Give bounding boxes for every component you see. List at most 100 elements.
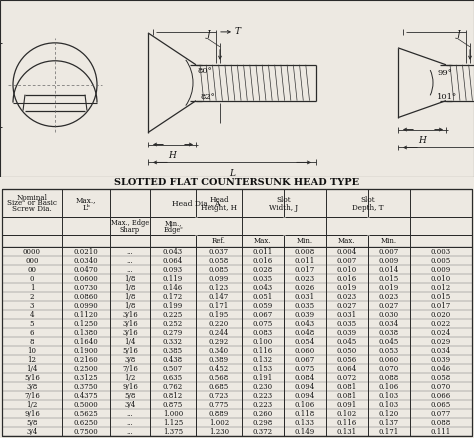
Text: 0.023: 0.023 xyxy=(379,293,399,300)
Text: 0.027: 0.027 xyxy=(337,301,357,310)
Text: 0.043: 0.043 xyxy=(163,247,183,255)
Text: 0.230: 0.230 xyxy=(253,382,273,391)
Text: Depth, T: Depth, T xyxy=(352,204,384,212)
Text: 0.035: 0.035 xyxy=(253,275,273,283)
Text: 82°: 82° xyxy=(201,93,215,101)
Text: 0.058: 0.058 xyxy=(431,374,451,381)
Text: 1.000: 1.000 xyxy=(163,410,183,417)
Text: 0.372: 0.372 xyxy=(253,427,273,435)
Text: ...: ... xyxy=(127,427,133,435)
Text: 0.070: 0.070 xyxy=(379,364,399,372)
Text: 0.244: 0.244 xyxy=(209,328,229,336)
Text: H: H xyxy=(418,136,426,145)
Text: 0.010: 0.010 xyxy=(337,265,357,273)
Text: 0.685: 0.685 xyxy=(209,382,229,391)
Text: 0.022: 0.022 xyxy=(431,319,451,328)
Text: 10: 10 xyxy=(27,346,36,354)
Text: 0.094: 0.094 xyxy=(295,382,315,391)
Text: 0.0600: 0.0600 xyxy=(73,275,99,283)
Text: 0.045: 0.045 xyxy=(379,338,399,346)
Text: ...: ... xyxy=(127,410,133,417)
Text: 0.106: 0.106 xyxy=(379,382,399,391)
Text: 0.118: 0.118 xyxy=(295,410,315,417)
Text: SLOTTED FLAT COUNTERSUNK HEAD TYPE: SLOTTED FLAT COUNTERSUNK HEAD TYPE xyxy=(114,177,360,187)
Text: 5/8: 5/8 xyxy=(27,418,38,427)
Text: 0.4375: 0.4375 xyxy=(73,392,98,399)
Text: 0.085: 0.085 xyxy=(209,265,229,273)
Text: Nominal: Nominal xyxy=(17,194,47,202)
Text: 0.100: 0.100 xyxy=(253,338,273,346)
Text: 0.507: 0.507 xyxy=(163,364,183,372)
Text: 0.007: 0.007 xyxy=(379,247,399,255)
Text: 0.051: 0.051 xyxy=(253,293,273,300)
Text: 0.889: 0.889 xyxy=(209,410,229,417)
Text: 0.149: 0.149 xyxy=(295,427,315,435)
Text: 1.002: 1.002 xyxy=(209,418,229,427)
Text: 9/16: 9/16 xyxy=(24,410,40,417)
Text: 0.123: 0.123 xyxy=(209,283,229,292)
Text: 0.103: 0.103 xyxy=(379,392,399,399)
Text: 0.568: 0.568 xyxy=(209,374,229,381)
Text: 0.048: 0.048 xyxy=(295,328,315,336)
Text: 0.019: 0.019 xyxy=(337,283,357,292)
Text: Min.: Min. xyxy=(381,237,397,245)
Text: 0.119: 0.119 xyxy=(163,275,183,283)
Text: 0.723: 0.723 xyxy=(209,392,229,399)
Text: 0.091: 0.091 xyxy=(337,400,357,409)
Text: 0.035: 0.035 xyxy=(337,319,357,328)
Text: 1.125: 1.125 xyxy=(163,418,183,427)
Text: Edgeᶜ: Edgeᶜ xyxy=(163,226,183,234)
Text: 0.024: 0.024 xyxy=(431,328,451,336)
Text: 0.027: 0.027 xyxy=(379,301,399,310)
Text: 0.147: 0.147 xyxy=(209,293,229,300)
Text: 0.011: 0.011 xyxy=(295,257,315,265)
Text: 0.1640: 0.1640 xyxy=(73,338,99,346)
Text: 0.067: 0.067 xyxy=(295,356,315,364)
Text: 0.053: 0.053 xyxy=(379,346,399,354)
Text: 0.171: 0.171 xyxy=(209,301,229,310)
Text: 0.083: 0.083 xyxy=(253,328,273,336)
Text: 0.072: 0.072 xyxy=(337,374,357,381)
Text: 1/8: 1/8 xyxy=(124,283,136,292)
Text: 0.050: 0.050 xyxy=(337,346,357,354)
Text: 0.7500: 0.7500 xyxy=(73,427,99,435)
Text: 0.5625: 0.5625 xyxy=(73,410,99,417)
Text: 0.059: 0.059 xyxy=(253,301,273,310)
Text: 0.039: 0.039 xyxy=(295,311,315,318)
Text: 0.0990: 0.0990 xyxy=(73,301,99,310)
Text: 0.039: 0.039 xyxy=(337,328,357,336)
Text: 0.0860: 0.0860 xyxy=(73,293,99,300)
Text: 0.116: 0.116 xyxy=(337,418,357,427)
Text: Width, J: Width, J xyxy=(269,204,299,212)
Text: 1/8: 1/8 xyxy=(124,275,136,283)
Text: 0.075: 0.075 xyxy=(295,364,315,372)
Text: 3/4: 3/4 xyxy=(124,400,136,409)
Text: 0.035: 0.035 xyxy=(295,301,315,310)
Text: 0.088: 0.088 xyxy=(379,374,399,381)
Text: 0.088: 0.088 xyxy=(431,418,451,427)
Text: 0.003: 0.003 xyxy=(431,247,451,255)
Text: 5/16: 5/16 xyxy=(24,374,40,381)
Text: Min.: Min. xyxy=(297,237,313,245)
Text: 0.070: 0.070 xyxy=(431,382,451,391)
Text: Min.,: Min., xyxy=(164,219,182,227)
Text: Height, H: Height, H xyxy=(201,204,237,212)
Text: 6: 6 xyxy=(30,328,34,336)
Text: 0.252: 0.252 xyxy=(163,319,183,328)
Text: 0.008: 0.008 xyxy=(295,247,315,255)
Text: 0.146: 0.146 xyxy=(163,283,183,292)
Text: 0.023: 0.023 xyxy=(295,275,315,283)
Text: 0.054: 0.054 xyxy=(295,338,315,346)
Text: ...: ... xyxy=(127,257,133,265)
Text: 1/2: 1/2 xyxy=(27,400,38,409)
Text: 0.064: 0.064 xyxy=(337,364,357,372)
Text: 5/8: 5/8 xyxy=(124,392,136,399)
Text: 3/16: 3/16 xyxy=(122,311,138,318)
Text: 0.1120: 0.1120 xyxy=(73,311,99,318)
Text: 0.102: 0.102 xyxy=(337,410,357,417)
Text: 0.279: 0.279 xyxy=(163,328,183,336)
Text: Sharp: Sharp xyxy=(120,226,140,234)
Text: 0.762: 0.762 xyxy=(163,382,183,391)
Text: 0.077: 0.077 xyxy=(431,410,451,417)
Text: 000: 000 xyxy=(25,257,39,265)
